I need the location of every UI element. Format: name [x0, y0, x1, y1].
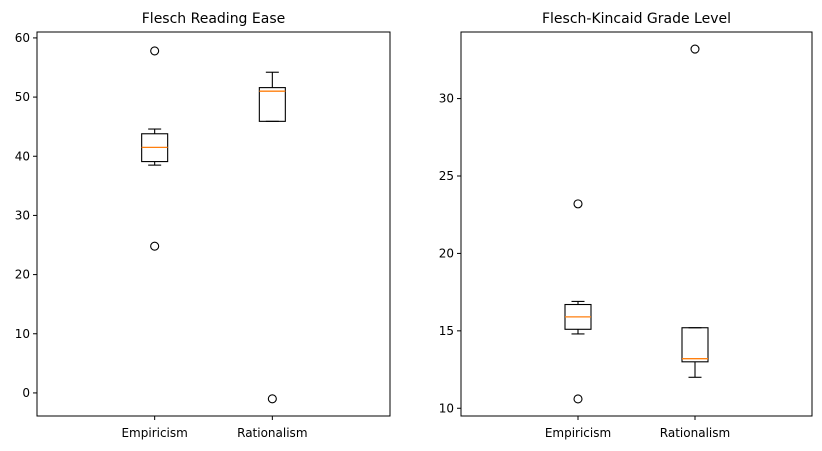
axes-frame — [36, 31, 391, 417]
chart-title: Flesch-Kincaid Grade Level — [542, 11, 731, 27]
y-tick-label: 20 — [15, 268, 30, 282]
box-rationalism — [681, 44, 709, 378]
outlier-point — [573, 199, 583, 209]
y-tick-label: 10 — [439, 401, 454, 415]
y-tick-label: 20 — [439, 246, 454, 260]
box-empiricism — [564, 199, 592, 404]
y-tick-label: 50 — [15, 90, 30, 104]
outlier-point — [150, 241, 160, 251]
y-tick-label: 30 — [439, 92, 454, 106]
y-tick-label: 30 — [15, 208, 30, 222]
box-empiricism — [141, 46, 169, 251]
outlier-point — [690, 44, 700, 54]
y-tick-label: 40 — [15, 149, 30, 163]
axes-frame — [460, 31, 813, 417]
outlier-point — [150, 46, 160, 56]
y-tick-label: 15 — [439, 324, 454, 338]
chart-panel-2: Flesch-Kincaid Grade Level 10 15 20 25 30 Empi… — [439, 11, 813, 440]
box-rationalism — [258, 71, 286, 404]
y-tick-label: 10 — [15, 327, 30, 341]
x-tick-label: Rationalism — [237, 426, 307, 440]
y-tick-label: 60 — [15, 31, 30, 45]
x-tick-label: Empiricism — [545, 426, 611, 440]
y-tick-label: 25 — [439, 169, 454, 183]
x-tick-label: Empiricism — [121, 426, 187, 440]
outlier-point — [573, 394, 583, 404]
chart-panel-1: Flesch Reading Ease 0 10 20 30 40 50 60 Empirici… — [15, 11, 391, 440]
chart-title: Flesch Reading Ease — [142, 11, 285, 27]
y-tick-label: 0 — [22, 386, 30, 400]
iqr-box — [258, 87, 286, 122]
x-tick-label: Rationalism — [660, 426, 730, 440]
iqr-box — [681, 327, 709, 363]
outlier-point — [267, 394, 277, 404]
